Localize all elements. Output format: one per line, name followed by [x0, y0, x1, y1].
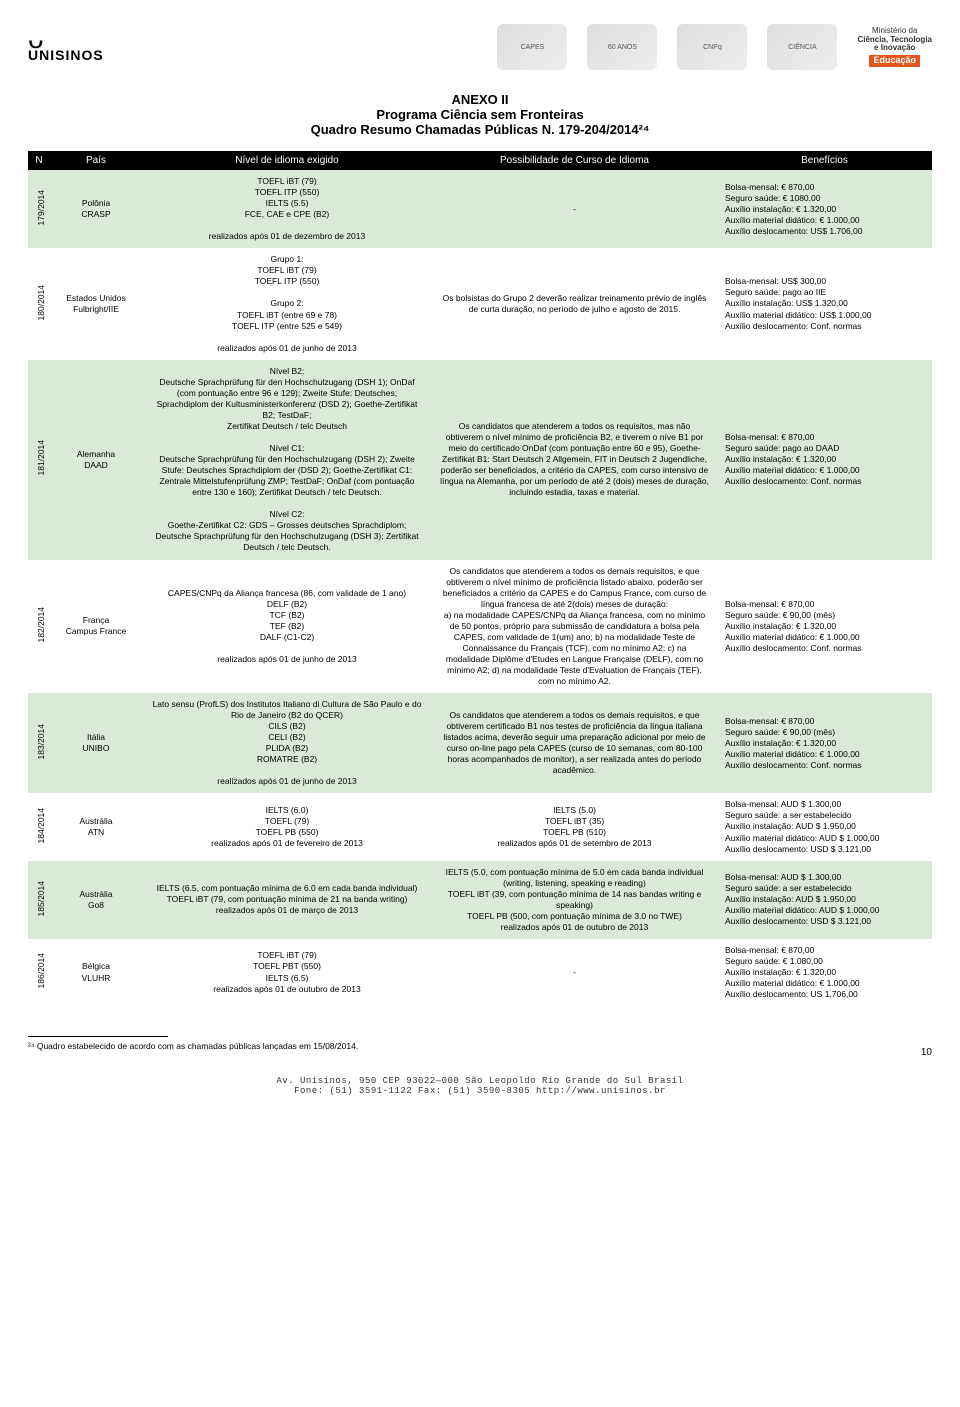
cell-ben: Bolsa-mensal: € 870,00Seguro saúde: € 90… — [717, 560, 932, 694]
cell-nivel: Lato sensu (ProfLS) dos Institutos Itali… — [142, 693, 432, 793]
title-programa: Programa Ciência sem Fronteiras — [28, 107, 932, 122]
footer-address-1: Av. Unisinos, 950 CEP 93022—000 São Leop… — [28, 1076, 932, 1086]
mcti-line3: e Inovação — [857, 44, 932, 53]
table-header-row: N País Nível de idioma exigido Possibili… — [28, 151, 932, 170]
unisinos-logo: ᴗ UNISINOS — [28, 20, 104, 74]
cell-poss: Os candidatos que atenderem a todos os r… — [432, 360, 717, 560]
table-row: 180/2014Estados UnidosFulbright/IIEGrupo… — [28, 248, 932, 359]
cell-poss: Os bolsistas do Grupo 2 deverão realizar… — [432, 248, 717, 359]
footer-address-2: Fone: (51) 3591-1122 Fax: (51) 3590-8305… — [28, 1086, 932, 1096]
table-row: 182/2014FrançaCampus FranceCAPES/CNPq da… — [28, 560, 932, 694]
capes-logo-icon: CAPES — [497, 24, 567, 70]
cell-n: 184/2014 — [28, 793, 50, 860]
main-table: N País Nível de idioma exigido Possibili… — [28, 151, 932, 1006]
col-nivel: Nível de idioma exigido — [142, 151, 432, 170]
cnpq-logo-icon: CNPq — [677, 24, 747, 70]
title-anexo: ANEXO II — [28, 92, 932, 107]
cell-ben: Bolsa-mensal: € 870,00Seguro saúde: € 10… — [717, 170, 932, 248]
col-ben: Benefícios — [717, 151, 932, 170]
ciencia-logo: CIÊNCIA — [767, 20, 837, 74]
title-quadro: Quadro Resumo Chamadas Públicas N. 179-2… — [28, 122, 932, 137]
cell-nivel: CAPES/CNPq da Aliança francesa (86, com … — [142, 560, 432, 694]
cnpq-logo: CNPq — [677, 20, 747, 74]
cell-ben: Bolsa-mensal: € 870,00Seguro saúde: pago… — [717, 360, 932, 560]
cell-n: 183/2014 — [28, 693, 50, 793]
cell-pais: AustráliaATN — [50, 793, 142, 860]
cell-poss: - — [432, 170, 717, 248]
cell-pais: AustráliaGo8 — [50, 861, 142, 939]
col-pais: País — [50, 151, 142, 170]
sixty-years-logo: 60 ANOS — [587, 20, 657, 74]
page-container: ᴗ UNISINOS CAPES 60 ANOS CNPq CIÊNCIA Mi… — [0, 0, 960, 1106]
cell-n: 180/2014 — [28, 248, 50, 359]
title-block: ANEXO II Programa Ciência sem Fronteiras… — [28, 92, 932, 137]
ciencia-logo-icon: CIÊNCIA — [767, 24, 837, 70]
logo-strip: ᴗ UNISINOS CAPES 60 ANOS CNPq CIÊNCIA Mi… — [28, 20, 932, 74]
cell-nivel: IELTS (6.0)TOEFL (79)TOEFL PB (550)reali… — [142, 793, 432, 860]
cell-ben: Bolsa-mensal: € 870,00Seguro saúde: € 90… — [717, 693, 932, 793]
cell-pais: FrançaCampus France — [50, 560, 142, 694]
col-n: N — [28, 151, 50, 170]
cell-pais: BélgicaVLUHR — [50, 939, 142, 1006]
cell-ben: Bolsa-mensal: AUD $ 1.300,00Seguro saúde… — [717, 861, 932, 939]
sixty-years-icon: 60 ANOS — [587, 24, 657, 70]
mcti-logo: Ministério da Ciência, Tecnologia e Inov… — [857, 20, 932, 74]
table-row: 183/2014ItáliaUNIBOLato sensu (ProfLS) d… — [28, 693, 932, 793]
cell-ben: Bolsa-mensal: US$ 300,00Seguro saúde: pa… — [717, 248, 932, 359]
table-row: 186/2014BélgicaVLUHRTOEFL iBT (79)TOEFL … — [28, 939, 932, 1006]
table-row: 185/2014AustráliaGo8IELTS (6.5, com pont… — [28, 861, 932, 939]
cell-poss: - — [432, 939, 717, 1006]
cell-pais: Estados UnidosFulbright/IIE — [50, 248, 142, 359]
col-poss: Possibilidade de Curso de Idioma — [432, 151, 717, 170]
cell-poss: Os candidatos que atenderem a todos os d… — [432, 693, 717, 793]
capes-logo: CAPES — [497, 20, 567, 74]
cell-nivel: IELTS (6.5, com pontuação mínima de 6.0 … — [142, 861, 432, 939]
cell-poss: IELTS (5.0)TOEFL iBT (35)TOEFL PB (510)r… — [432, 793, 717, 860]
cell-ben: Bolsa-mensal: € 870,00Seguro saúde: € 1.… — [717, 939, 932, 1006]
footnote-rule — [28, 1036, 168, 1037]
cell-pais: ItáliaUNIBO — [50, 693, 142, 793]
cell-n: 179/2014 — [28, 170, 50, 248]
table-row: 184/2014AustráliaATNIELTS (6.0)TOEFL (79… — [28, 793, 932, 860]
mcti-educacao-badge: Educação — [869, 55, 920, 67]
cell-n: 181/2014 — [28, 360, 50, 560]
cell-nivel: Grupo 1:TOEFL iBT (79)TOEFL ITP (550)Gru… — [142, 248, 432, 359]
unisinos-name: UNISINOS — [28, 47, 104, 63]
cell-pais: AlemanhaDAAD — [50, 360, 142, 560]
unisinos-glyph-icon: ᴗ — [28, 31, 104, 48]
cell-nivel: TOEFL iBT (79)TOEFL PBT (550)IELTS (6.5)… — [142, 939, 432, 1006]
cell-n: 186/2014 — [28, 939, 50, 1006]
cell-n: 185/2014 — [28, 861, 50, 939]
cell-poss: Os candidatos que atenderem a todos os d… — [432, 560, 717, 694]
cell-nivel: Nível B2:Deutsche Sprachprüfung für den … — [142, 360, 432, 560]
cell-poss: IELTS (5.0, com pontuação mínima de 5.0 … — [432, 861, 717, 939]
cell-pais: PolôniaCRASP — [50, 170, 142, 248]
page-footer: Av. Unisinos, 950 CEP 93022—000 São Leop… — [28, 1076, 932, 1096]
cell-ben: Bolsa-mensal: AUD $ 1.300,00Seguro saúde… — [717, 793, 932, 860]
cell-nivel: TOEFL iBT (79)TOEFL ITP (550)IELTS (5.5)… — [142, 170, 432, 248]
cell-n: 182/2014 — [28, 560, 50, 694]
table-row: 181/2014AlemanhaDAADNível B2:Deutsche Sp… — [28, 360, 932, 560]
table-body: 179/2014PolôniaCRASPTOEFL iBT (79)TOEFL … — [28, 170, 932, 1006]
table-row: 179/2014PolôniaCRASPTOEFL iBT (79)TOEFL … — [28, 170, 932, 248]
